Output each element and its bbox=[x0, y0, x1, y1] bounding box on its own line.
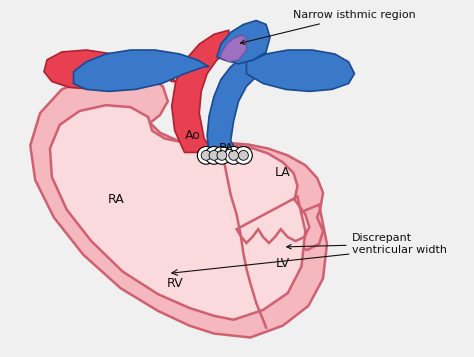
Circle shape bbox=[197, 146, 215, 164]
Text: LA: LA bbox=[275, 166, 291, 178]
Polygon shape bbox=[172, 30, 229, 152]
Text: LV: LV bbox=[276, 257, 290, 270]
Polygon shape bbox=[221, 35, 246, 62]
Circle shape bbox=[205, 146, 223, 164]
Text: Narrow isthmic region: Narrow isthmic region bbox=[240, 10, 415, 44]
Polygon shape bbox=[50, 105, 310, 320]
Circle shape bbox=[217, 150, 227, 160]
Text: Ao: Ao bbox=[184, 129, 201, 142]
Circle shape bbox=[238, 150, 248, 160]
Circle shape bbox=[225, 146, 243, 164]
Text: Discrepant
ventricular width: Discrepant ventricular width bbox=[287, 233, 447, 255]
Text: RA: RA bbox=[108, 193, 124, 206]
Circle shape bbox=[201, 150, 211, 160]
Circle shape bbox=[235, 146, 252, 164]
Polygon shape bbox=[73, 50, 209, 91]
Circle shape bbox=[213, 146, 231, 164]
Polygon shape bbox=[246, 50, 355, 91]
Polygon shape bbox=[44, 50, 176, 89]
Polygon shape bbox=[207, 52, 268, 155]
Text: PA: PA bbox=[219, 142, 235, 155]
Circle shape bbox=[209, 150, 219, 160]
Polygon shape bbox=[30, 75, 327, 337]
Polygon shape bbox=[217, 20, 270, 64]
Text: RV: RV bbox=[166, 277, 183, 290]
Circle shape bbox=[229, 150, 238, 160]
